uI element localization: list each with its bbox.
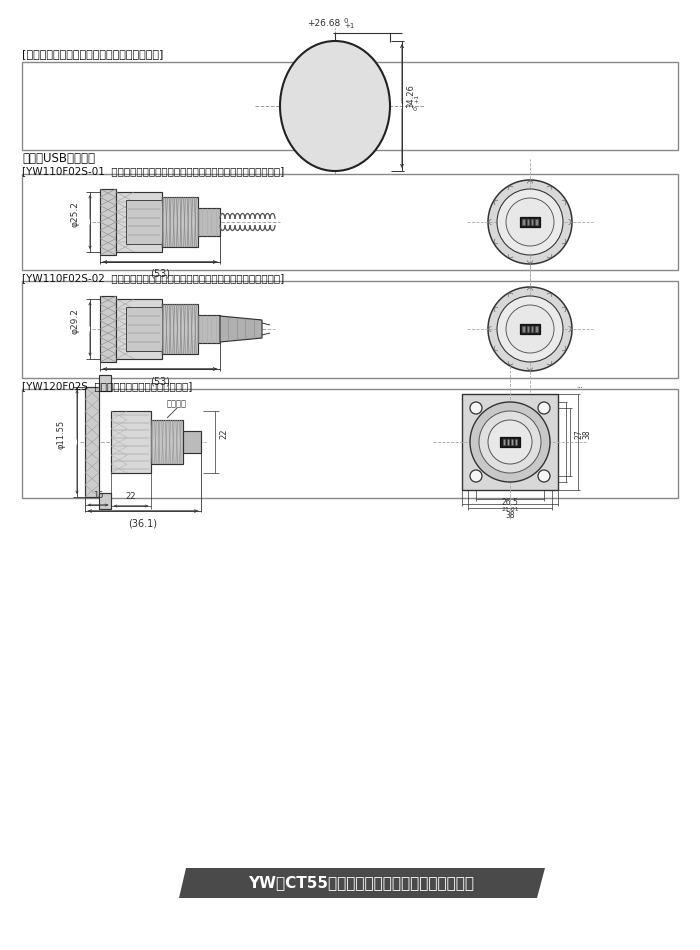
Text: YW（CT55）系列耐环境高速网络圆形电连接器: YW（CT55）系列耐环境高速网络圆形电连接器: [248, 876, 475, 890]
Bar: [22, 281, 678, 378]
Text: [三头螺纹连接螺母安装插座推荐面板开孔尺寸]: [三头螺纹连接螺母安装插座推荐面板开孔尺寸]: [22, 49, 163, 59]
Circle shape: [538, 402, 550, 414]
Bar: [22, 174, 678, 270]
Bar: [520, 325, 540, 333]
Text: (53): (53): [150, 376, 170, 386]
Bar: [22, 62, 678, 150]
Circle shape: [470, 402, 482, 414]
Text: 方盘数量: 方盘数量: [167, 399, 187, 408]
Text: φ29.2: φ29.2: [71, 308, 80, 334]
Text: [YW110F02S-02  卡口连接导线焊接直式插头（带直式热缩套管密封尾部部件）]: [YW110F02S-02 卡口连接导线焊接直式插头（带直式热缩套管密封尾部部件…: [22, 273, 284, 283]
Circle shape: [488, 287, 572, 371]
Circle shape: [470, 470, 482, 482]
Bar: [462, 394, 558, 490]
Bar: [151, 420, 183, 464]
Bar: [116, 192, 162, 252]
Circle shape: [470, 402, 550, 482]
Bar: [99, 493, 111, 509]
Bar: [520, 218, 540, 226]
Bar: [535, 218, 538, 225]
Text: 卡口式USB电连接器: 卡口式USB电连接器: [22, 153, 95, 165]
Bar: [522, 326, 525, 332]
Bar: [507, 439, 510, 446]
Text: ...: ...: [577, 383, 583, 389]
Bar: [100, 296, 116, 362]
Bar: [126, 307, 162, 351]
Text: +26.68: +26.68: [307, 19, 340, 28]
Bar: [514, 439, 517, 446]
Text: 34.26: 34.26: [406, 84, 415, 108]
Text: 0: 0: [414, 106, 419, 110]
Text: 22: 22: [126, 492, 136, 501]
Bar: [126, 200, 162, 244]
Circle shape: [488, 180, 572, 264]
Bar: [531, 218, 533, 225]
Bar: [198, 208, 220, 236]
Text: (36.1): (36.1): [129, 519, 158, 529]
Bar: [526, 326, 529, 332]
Bar: [22, 389, 678, 498]
Bar: [99, 375, 111, 391]
Ellipse shape: [280, 41, 390, 171]
Bar: [510, 439, 513, 446]
Text: +1: +1: [344, 23, 354, 29]
Text: 27: 27: [574, 429, 583, 439]
Bar: [500, 437, 520, 446]
Text: 21.01: 21.01: [501, 507, 519, 512]
Bar: [522, 218, 525, 225]
Text: 22: 22: [219, 428, 228, 439]
Text: φ11.55: φ11.55: [56, 420, 65, 448]
Circle shape: [497, 189, 563, 255]
Polygon shape: [179, 868, 545, 898]
Text: 38: 38: [582, 429, 591, 439]
Text: 38: 38: [505, 511, 514, 520]
Bar: [162, 197, 198, 247]
Text: +1: +1: [414, 93, 419, 103]
Text: [YW110F02S-01  卡口连接导线焊接直式插头（带直式弹簧护线密封尾部部件）]: [YW110F02S-01 卡口连接导线焊接直式插头（带直式弹簧护线密封尾部部件…: [22, 166, 284, 176]
Circle shape: [538, 470, 550, 482]
Text: 15: 15: [92, 491, 104, 500]
Bar: [503, 439, 505, 446]
Bar: [526, 218, 529, 225]
Circle shape: [479, 411, 541, 473]
Bar: [535, 326, 538, 332]
Text: (53): (53): [150, 269, 170, 279]
Circle shape: [506, 198, 554, 246]
Text: 0: 0: [344, 18, 349, 24]
Bar: [111, 411, 151, 473]
Bar: [116, 299, 162, 359]
Text: [YW120F02S  卡口连接法兰盘安装导线焊接插座]: [YW120F02S 卡口连接法兰盘安装导线焊接插座]: [22, 381, 192, 391]
Bar: [198, 315, 220, 343]
Bar: [183, 431, 201, 453]
Bar: [162, 304, 198, 354]
Circle shape: [497, 296, 563, 362]
Bar: [85, 387, 99, 497]
Polygon shape: [220, 316, 262, 342]
Bar: [100, 189, 116, 255]
Circle shape: [506, 305, 554, 353]
Circle shape: [488, 420, 532, 464]
Text: φ25.2: φ25.2: [71, 201, 80, 227]
Bar: [531, 326, 533, 332]
Text: 26.5: 26.5: [502, 498, 519, 507]
